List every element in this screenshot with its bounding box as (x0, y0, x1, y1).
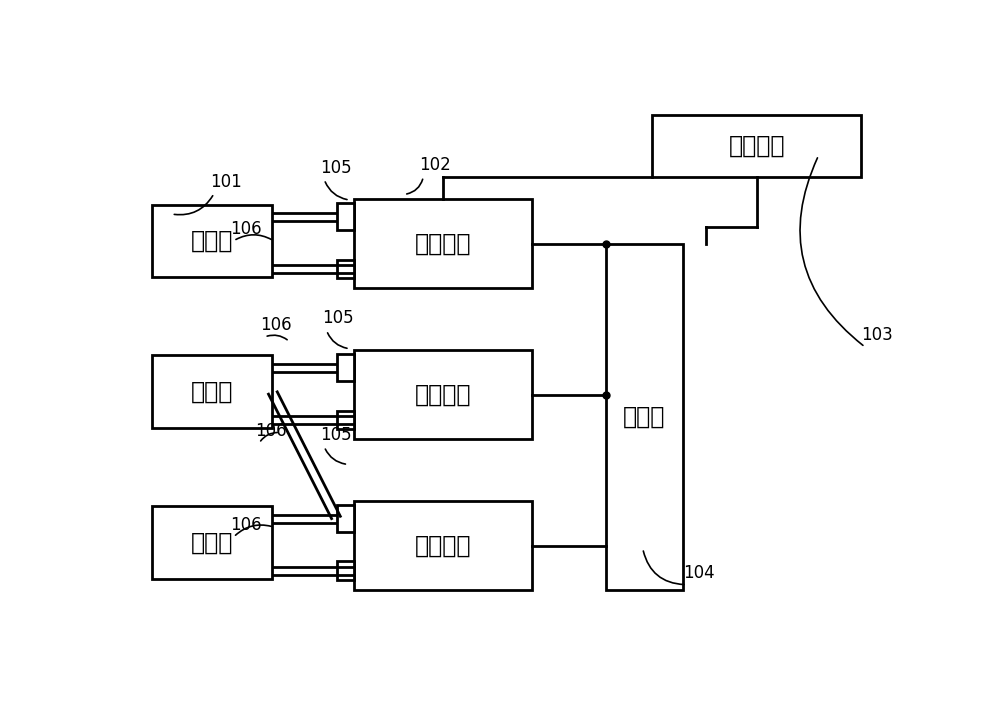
Text: 104: 104 (683, 564, 715, 582)
Text: 液压泵: 液压泵 (191, 531, 233, 555)
Text: 106: 106 (230, 516, 261, 534)
Text: 执行单元: 执行单元 (415, 383, 471, 407)
Bar (354, 501, 532, 590)
Text: 105: 105 (320, 425, 352, 444)
Text: 103: 103 (861, 326, 893, 344)
Bar (337, 410, 354, 429)
Text: 液压泵: 液压泵 (191, 229, 233, 253)
Text: 106: 106 (255, 423, 287, 441)
Bar (354, 199, 532, 288)
Text: 101: 101 (210, 173, 242, 190)
Bar (337, 354, 354, 381)
Bar (152, 356, 272, 428)
Text: 执行单元: 执行单元 (415, 232, 471, 256)
Bar (337, 260, 354, 278)
Text: 控制器: 控制器 (623, 405, 665, 429)
Text: 105: 105 (323, 309, 354, 327)
Bar (152, 507, 272, 579)
Text: 执行单元: 执行单元 (415, 534, 471, 558)
Bar (337, 561, 354, 580)
Bar (337, 203, 354, 230)
Text: 106: 106 (230, 220, 261, 238)
Text: 压力单元: 压力单元 (728, 134, 785, 158)
Bar (606, 244, 683, 590)
Text: 102: 102 (420, 156, 451, 174)
Bar (152, 205, 272, 277)
Text: 106: 106 (261, 317, 292, 334)
Bar (354, 350, 532, 439)
Text: 液压泵: 液压泵 (191, 380, 233, 404)
Bar (337, 505, 354, 532)
Bar (652, 115, 861, 176)
Text: 105: 105 (320, 158, 352, 176)
